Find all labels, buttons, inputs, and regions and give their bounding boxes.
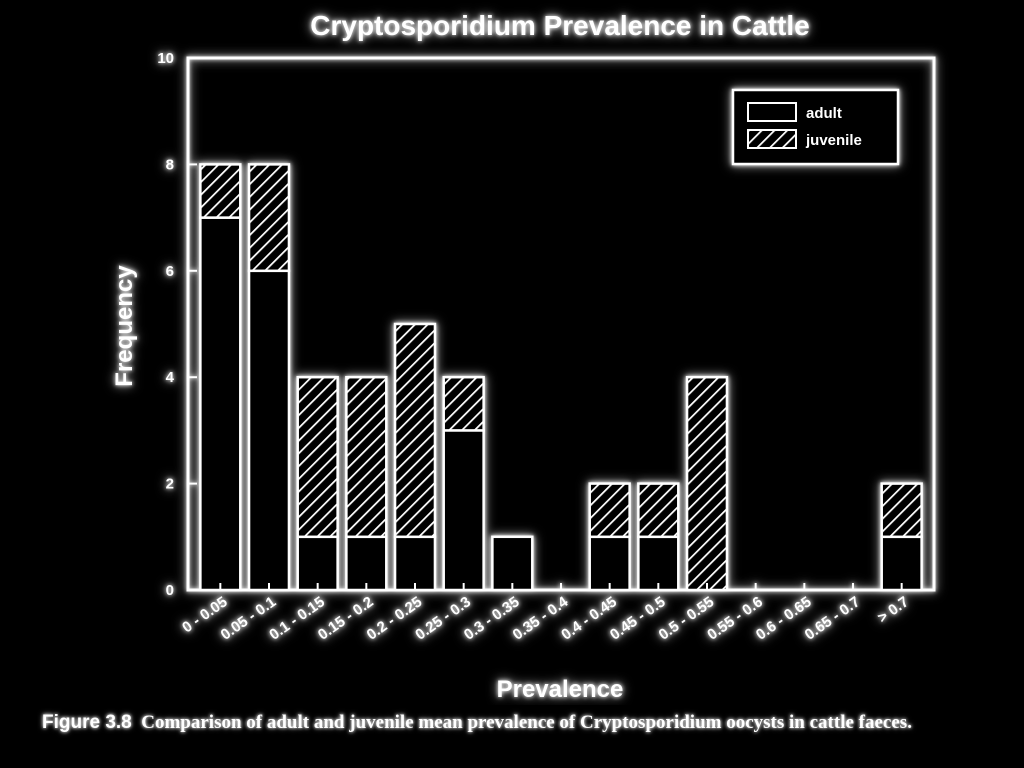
y-tick-label: 2 [166, 476, 174, 493]
prevalence-chart: Cryptosporidium Prevalence in Cattle 0 2 4… [111, 10, 936, 703]
bar-segment-adult [393, 535, 437, 592]
bar-segment-juvenile [588, 482, 631, 539]
y-tick-label: 6 [166, 263, 174, 280]
legend-label-adult: adult [806, 105, 842, 122]
y-axis-label: Frequency [111, 265, 138, 387]
bar-segment-adult [491, 535, 534, 592]
legend-swatch-adult [747, 102, 797, 122]
x-tick-label: 0.65 - 0.7 [802, 593, 864, 643]
y-tick-label: 10 [157, 50, 174, 67]
legend-swatch-juvenile [747, 129, 797, 149]
bars [199, 163, 923, 592]
bar-segment-adult [199, 216, 242, 592]
y-axis: 0 2 4 6 8 10 [157, 50, 197, 599]
bar-segment-juvenile [393, 322, 437, 539]
x-axis: 0 - 0.050.05 - 0.10.1 - 0.150.15 - 0.20.… [179, 583, 912, 644]
bar-segment-juvenile [247, 163, 291, 273]
legend-label-juvenile: juvenile [805, 132, 862, 149]
bar-segment-adult [880, 535, 923, 592]
bar-segment-juvenile [199, 163, 242, 219]
bar-segment-juvenile [442, 375, 485, 432]
bar-segment-adult [247, 269, 291, 592]
bar-segment-juvenile [880, 482, 923, 539]
caption-number: Figure 3.8 [42, 712, 132, 733]
bar-segment-adult [637, 535, 680, 592]
bar-segment-adult [442, 429, 485, 592]
bar-segment-adult [588, 535, 631, 592]
bar-segment-adult [345, 535, 388, 592]
x-tick-label: > 0.7 [875, 593, 912, 626]
y-tick-label: 4 [166, 369, 175, 386]
chart-title: Cryptosporidium Prevalence in Cattle [310, 10, 809, 41]
y-tick-label: 8 [166, 156, 174, 173]
figure-caption: Figure 3.8 Comparison of adult and juven… [42, 712, 992, 734]
bar-segment-juvenile [637, 482, 680, 539]
x-axis-label: Prevalence [497, 676, 624, 703]
bar-segment-juvenile [296, 375, 339, 539]
caption-text: Comparison of adult and juvenile mean pr… [141, 712, 912, 733]
bar-segment-adult [296, 535, 339, 592]
bar-segment-juvenile [685, 375, 729, 592]
legend: adult juvenile [731, 88, 900, 166]
y-tick-label: 0 [166, 582, 174, 599]
bar-segment-juvenile [345, 375, 388, 539]
legend-box [731, 88, 900, 166]
